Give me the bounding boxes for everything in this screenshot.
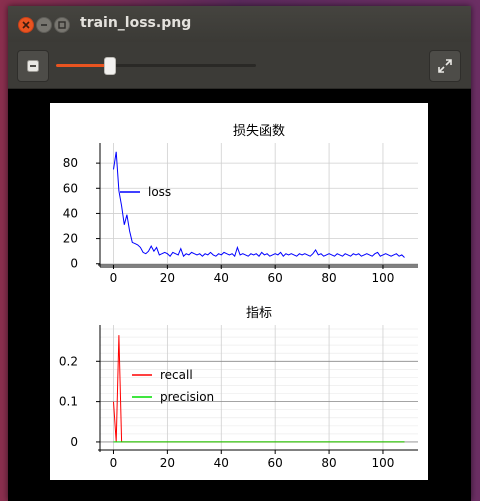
x-tick-label: 80 bbox=[321, 271, 336, 285]
zoom-out-button[interactable] bbox=[17, 50, 49, 82]
y-tick-label: 40 bbox=[63, 206, 78, 220]
x-tick-label: 80 bbox=[321, 456, 336, 470]
window-title: train_loss.png bbox=[80, 15, 192, 31]
x-tick-label: 0 bbox=[110, 456, 118, 470]
legend-label-precision: precision bbox=[160, 390, 214, 404]
toolbar bbox=[8, 42, 471, 89]
zoom-slider[interactable] bbox=[56, 57, 256, 75]
zoom-slider-fill bbox=[56, 64, 110, 67]
fullscreen-button[interactable] bbox=[429, 50, 461, 82]
y-tick-label: 20 bbox=[63, 232, 78, 246]
title-bar[interactable]: train_loss.png bbox=[8, 6, 471, 42]
x-tick-label: 0 bbox=[110, 271, 118, 285]
fullscreen-icon bbox=[438, 59, 452, 73]
x-tick-label: 20 bbox=[160, 271, 175, 285]
x-tick-label: 60 bbox=[268, 456, 283, 470]
x-tick-label: 40 bbox=[214, 456, 229, 470]
minimize-icon bbox=[41, 24, 47, 26]
x-tick-label: 20 bbox=[160, 456, 175, 470]
y-tick-label: 0.1 bbox=[59, 395, 78, 409]
x-tick-label: 100 bbox=[372, 271, 395, 285]
close-icon bbox=[22, 21, 30, 29]
maximize-icon bbox=[58, 21, 66, 29]
close-button[interactable] bbox=[18, 17, 34, 33]
charts-figure: 0 20 40 60 80 100 0 20 40 60 80 损失函数 loss 0 20 40 60 80 10… bbox=[59, 124, 418, 470]
chart-1: 0 20 40 60 80 100 0 20 40 60 80 损失函数 loss bbox=[63, 124, 418, 285]
minimize-button[interactable] bbox=[36, 17, 52, 33]
zoom-slider-handle[interactable] bbox=[104, 57, 116, 75]
y-tick-label: 0.2 bbox=[59, 354, 78, 368]
x-tick-label: 40 bbox=[214, 271, 229, 285]
zoom-out-icon bbox=[27, 60, 39, 72]
x-tick-label: 60 bbox=[268, 271, 283, 285]
chart-title: 损失函数 bbox=[233, 124, 285, 139]
y-tick-label: 60 bbox=[63, 181, 78, 195]
x-tick-label: 100 bbox=[372, 456, 395, 470]
chart-title: 指标 bbox=[246, 306, 272, 321]
legend-label-recall: recall bbox=[160, 368, 193, 382]
legend-label-loss: loss bbox=[148, 185, 171, 199]
maximize-button[interactable] bbox=[54, 17, 70, 33]
image-viewer-window: train_loss.png 0 20 40 60 80 100 0 20 40 60 80 损失函数… bbox=[8, 6, 471, 501]
y-tick-label: 80 bbox=[63, 156, 78, 170]
chart-2: 0 20 40 60 80 100 0 0.1 0.2 指标 recall precision bbox=[59, 306, 418, 470]
y-tick-label: 0 bbox=[70, 257, 78, 271]
image-content: 0 20 40 60 80 100 0 20 40 60 80 损失函数 loss 0 20 40 60 80 10… bbox=[50, 103, 428, 480]
series-line-loss bbox=[113, 151, 405, 258]
image-canvas[interactable]: 0 20 40 60 80 100 0 20 40 60 80 损失函数 loss 0 20 40 60 80 10… bbox=[8, 89, 471, 501]
y-tick-label: 0 bbox=[70, 435, 78, 449]
